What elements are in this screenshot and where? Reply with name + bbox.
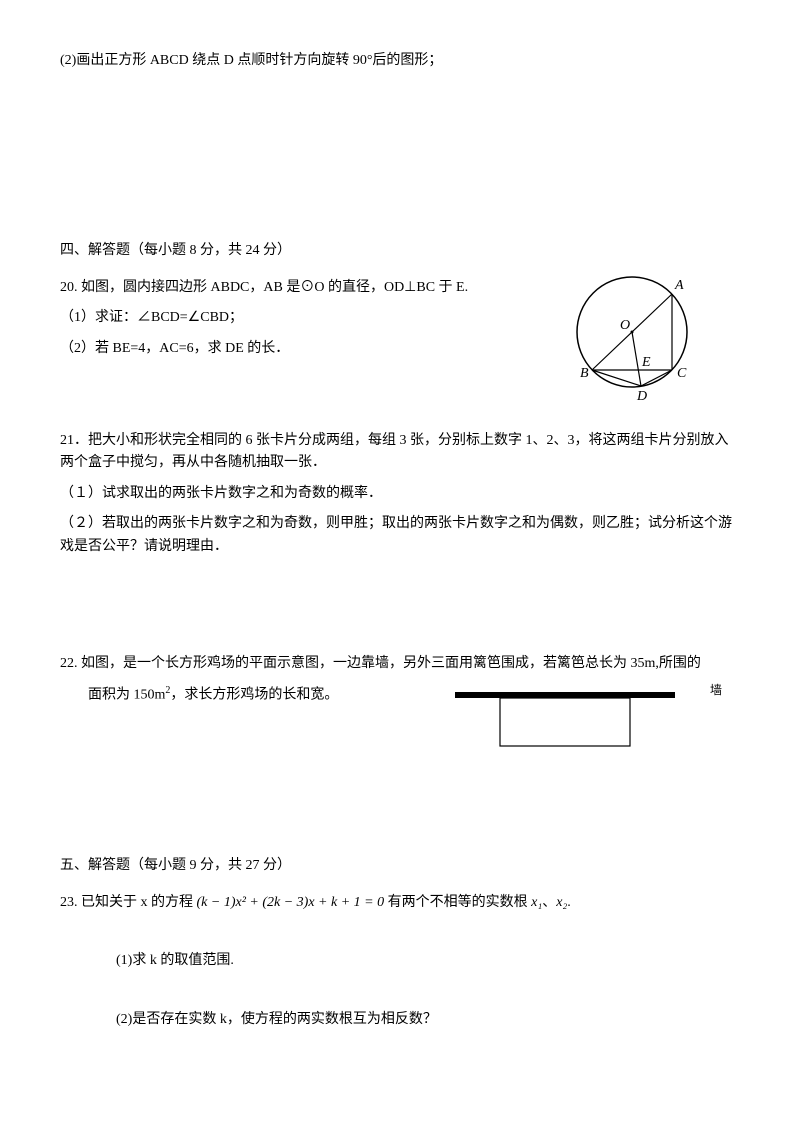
q23-part1: (1)求 k 的取值范围. (60, 950, 740, 972)
q23: 23. 已知关于 x 的方程 (k − 1)x² + (2k − 3)x + k… (60, 892, 740, 1031)
q21-stem: 21．把大小和形状完全相同的 6 张卡片分成两组，每组 3 张，分别标上数字 1… (60, 430, 740, 475)
q20-stem: 20. 如图，圆内接四边形 ABDC，AB 是⊙O 的直径，OD⊥BC 于 E. (60, 277, 520, 299)
label-b: B (580, 366, 589, 381)
line-bd (592, 370, 641, 386)
line-cd (641, 370, 672, 386)
q21-part1: （１）试求取出的两张卡片数字之和为奇数的概率． (60, 483, 740, 505)
line-od (632, 332, 641, 386)
q-prev-part2: (2)画出正方形 ABCD 绕点 D 点顺时针方向旋转 90°后的图形； (60, 50, 740, 72)
wall-label: 墙 (710, 681, 722, 700)
spacer-q23b (60, 981, 740, 1009)
q20-figure: A B C D O E (560, 267, 710, 415)
q22-stem-b2: ，求长方形鸡场的长和宽。 (170, 688, 338, 703)
q23-part2: (2)是否存在实数 k，使方程的两实数根互为相反数？ (60, 1009, 740, 1031)
q23-stem-b: 有两个不相等的实数根 (384, 895, 531, 910)
q23-x1: x₁ (531, 895, 542, 910)
q20-part1: （1）求证：∠BCD=∠CBD； (60, 307, 520, 329)
q23-eq: (k − 1)x² + (2k − 3)x + k + 1 = 0 (197, 895, 385, 910)
label-e: E (641, 355, 651, 370)
q20: 20. 如图，圆内接四边形 ABDC，AB 是⊙O 的直径，OD⊥BC 于 E.… (60, 277, 740, 360)
label-d: D (636, 389, 647, 404)
q21-part2: （２）若取出的两张卡片数字之和为奇数，则甲胜；取出的两张卡片数字之和为偶数，则乙… (60, 513, 740, 558)
label-o: O (620, 318, 630, 333)
q23-stem: 23. 已知关于 x 的方程 (k − 1)x² + (2k − 3)x + k… (60, 892, 740, 914)
spacer (60, 80, 740, 240)
q22-figure: 墙 (450, 687, 700, 765)
q21: 21．把大小和形状完全相同的 6 张卡片分成两组，每组 3 张，分别标上数字 1… (60, 430, 740, 558)
coop-rect (500, 698, 630, 746)
section5-title: 五、解答题（每小题 9 分，共 27 分） (60, 855, 740, 877)
q23-tail: . (567, 895, 571, 910)
q23-x2: x₂ (556, 895, 567, 910)
point-o (631, 330, 634, 333)
label-c: C (677, 366, 687, 381)
q23-mid: 、 (542, 895, 556, 910)
q20-part2: （2）若 BE=4，AC=6，求 DE 的长． (60, 338, 520, 360)
q22-stem-b1: 面积为 150m (88, 688, 165, 703)
spacer-q23a (60, 922, 740, 950)
q22-stem-a: 22. 如图，是一个长方形鸡场的平面示意图，一边靠墙，另外三面用篱笆围成，若篱笆… (60, 653, 740, 675)
q23-stem-a: 23. 已知关于 x 的方程 (60, 895, 197, 910)
section4-title: 四、解答题（每小题 8 分，共 24 分） (60, 240, 740, 262)
q22: 22. 如图，是一个长方形鸡场的平面示意图，一边靠墙，另外三面用篱笆围成，若篱笆… (60, 653, 740, 785)
label-a: A (674, 278, 684, 293)
wall-icon (455, 692, 675, 698)
